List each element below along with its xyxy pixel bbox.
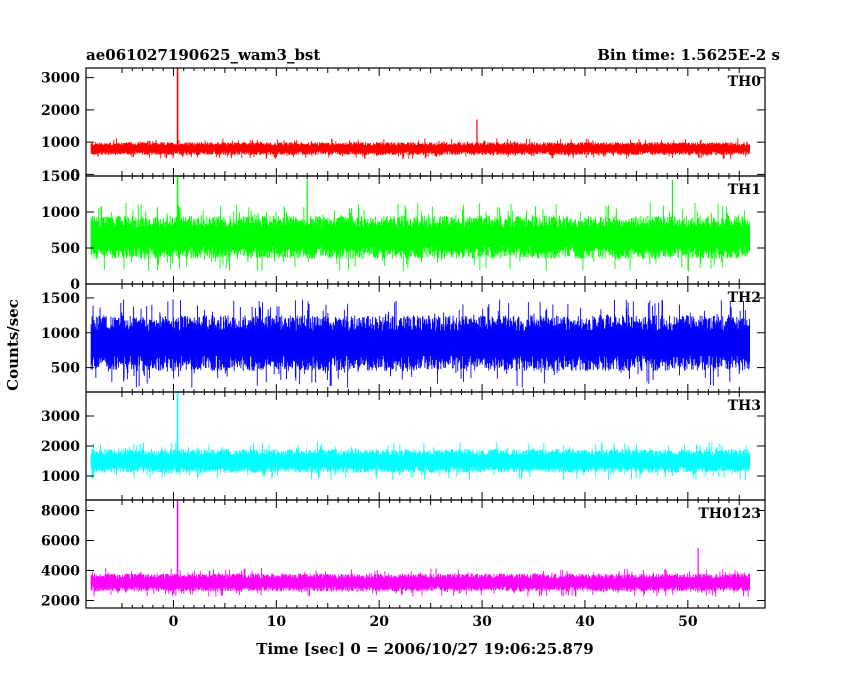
y-tick-label: 1000 — [41, 469, 80, 485]
chart-title: ae061027190625_wam3_bst — [86, 46, 320, 64]
panel-th0: 0 1000 2000 3000 TH0 — [41, 67, 766, 183]
y-tick-label: 0 — [70, 277, 80, 293]
series-core-th3 — [91, 455, 750, 467]
y-tick-label: 1000 — [41, 135, 80, 151]
y-tick-label: 6000 — [41, 534, 80, 550]
y-axis-title: Counts/sec — [4, 299, 22, 391]
panel-label-th0: TH0 — [728, 74, 762, 90]
y-tick-label: 2000 — [41, 439, 80, 455]
y-tick-label: 1000 — [41, 205, 80, 221]
y-tick-label: 2000 — [41, 103, 80, 119]
y-tick-label: 3000 — [41, 71, 80, 87]
panel-label-th3: TH3 — [728, 398, 761, 414]
series-core-th0123 — [91, 578, 750, 587]
panel-label-th1: TH1 — [728, 182, 761, 198]
panel-frame-th0 — [85, 67, 766, 177]
x-tick-label: 50 — [678, 614, 698, 630]
series-core-th1 — [91, 227, 750, 247]
panel-th0123: 2000 4000 6000 8000 TH0123 — [41, 499, 766, 610]
y-tick-label: 500 — [51, 361, 80, 377]
x-tick-label: 20 — [369, 614, 389, 630]
y-tick-label: 1500 — [41, 169, 80, 185]
x-tick-label: 40 — [575, 614, 595, 630]
y-tick-label: 0 — [70, 167, 80, 183]
x-tick-label: 0 — [169, 614, 179, 630]
panel-th1: 0 500 1000 1500 TH1 — [41, 169, 766, 293]
series-core-th0 — [91, 145, 750, 152]
panel-frame-th0123 — [85, 499, 766, 609]
bin-time-label: Bin time: 1.5625E-2 s — [597, 46, 780, 64]
y-tick-label: 500 — [51, 241, 80, 257]
panel-frame-th3 — [85, 391, 766, 501]
y-tick-label: 4000 — [41, 564, 80, 580]
y-tick-label: 2000 — [41, 594, 80, 610]
panel-label-th2: TH2 — [728, 290, 761, 306]
y-tick-label: 1500 — [41, 291, 80, 307]
x-axis-title: Time [sec] 0 = 2006/10/27 19:06:25.879 — [256, 640, 593, 658]
series-core-th2 — [91, 330, 750, 356]
panel-label-th0123: TH0123 — [698, 506, 761, 522]
panel-th3: 1000 2000 3000 TH3 — [41, 391, 766, 501]
x-tick-label: 10 — [267, 614, 287, 630]
panel-th2: 500 1000 1500 TH2 — [41, 283, 766, 393]
x-tick-label: 30 — [472, 614, 492, 630]
y-tick-label: 1000 — [41, 326, 80, 342]
y-tick-label: 8000 — [41, 504, 80, 520]
y-tick-label: 3000 — [41, 409, 80, 425]
